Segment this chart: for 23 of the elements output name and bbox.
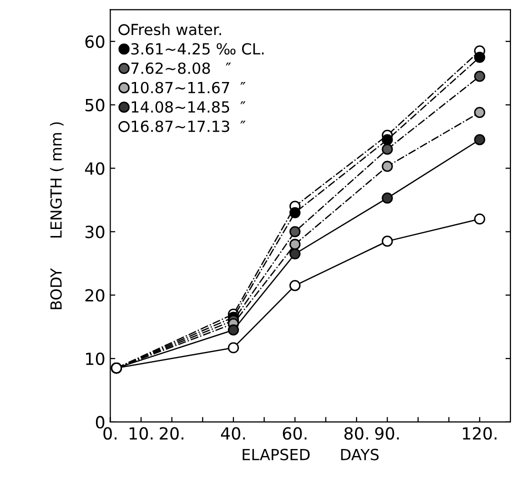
x-tick-label: 90. [375,427,399,440]
legend-label: 10.87∼11.67 ″ [132,82,246,94]
legend-label: 3.61∼4.25 ‰ CL. [131,43,264,55]
y-tick-label: 30 [85,226,104,238]
x-tick-label: 120. [462,427,496,440]
y-axis-title: BODY LENGTH ( mm ) [50,122,64,310]
x-tick-label: 40. [220,427,245,440]
legend-label: 16.87∼17.13 ″ [132,120,246,132]
y-tick-label: 0 [96,416,104,429]
x-tick-label: 80. [344,427,368,440]
x-tick-label: 60. [282,427,306,440]
y-tick-label: 60 [85,35,104,48]
x-tick-label: 0. [103,427,116,440]
legend-label: Fresh water. [132,23,222,36]
y-tick-label: 50 [86,98,104,112]
legend-label: 7.62∼8.08 ″ [131,62,231,74]
legend-label: 14.08∼14.85 ″ [132,101,246,113]
y-tick-label: 40 [85,162,104,175]
x-tick-label: 10. [130,427,153,440]
x-axis-title: ELAPSED DAYS [242,448,379,460]
y-tick-label: 20 [85,289,104,302]
x-tick-label: 20. [160,427,184,440]
y-tick-label: 10 [86,352,104,366]
